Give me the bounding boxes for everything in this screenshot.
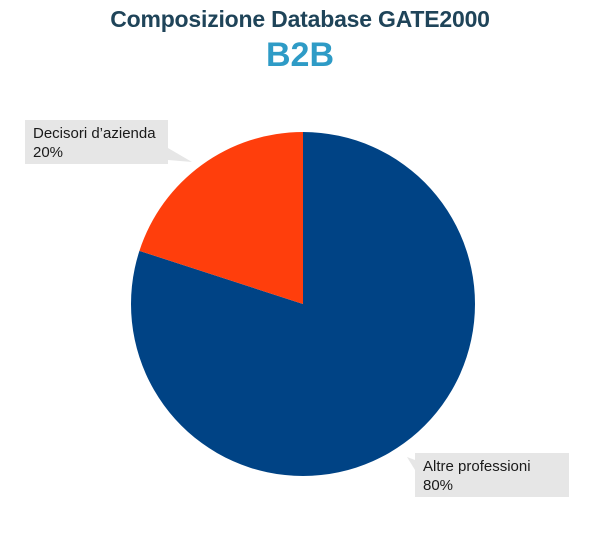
callout-decisori-d-azienda: Decisori d’azienda 20% [25,120,192,164]
pie-callouts: Altre professioni 80% Decisori d’azienda 20… [25,120,569,497]
callout-box [415,453,569,497]
pie-slices [130,132,476,477]
chart-title: Composizione Database GATE2000 [110,6,490,32]
callout-pointer [407,457,415,470]
slice-value-label: 80% [423,477,453,494]
chart-subtitle: B2B [265,36,335,74]
slice-label: Altre professioni [423,458,531,475]
callout-altre-professioni: Altre professioni 80% [407,453,569,497]
slice-label: Decisori d’azienda [33,125,156,142]
callout-pointer [168,148,192,162]
callout-box [25,120,168,164]
slice-value-label: 20% [33,144,63,161]
pie-slice-decisori-d-azienda [139,132,303,304]
